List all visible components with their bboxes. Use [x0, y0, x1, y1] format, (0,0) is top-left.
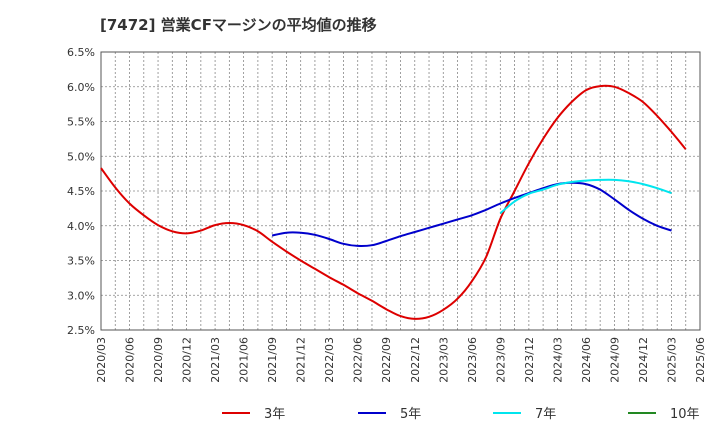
x-tick-label: 2025/03: [665, 337, 678, 383]
series-line-0: [100, 84, 687, 320]
y-tick-label: 3.5%: [67, 255, 95, 268]
y-tick-label: 5.0%: [67, 150, 95, 163]
x-tick-label: 2021/09: [266, 337, 279, 383]
x-tick-label: 2021/03: [209, 337, 222, 383]
x-tick-label: 2020/09: [152, 337, 165, 383]
legend-label: 5年: [400, 407, 421, 422]
x-tick-label: 2022/12: [409, 337, 422, 383]
x-tick-label: 2024/03: [551, 337, 564, 383]
x-tick-label: 2024/12: [637, 337, 650, 383]
y-tick-label: 2.5%: [67, 324, 95, 337]
series-lines: [100, 84, 687, 320]
y-tick-label: 4.0%: [67, 220, 95, 233]
chart-title: [7472] 営業CFマージンの平均値の推移: [100, 16, 377, 34]
y-tick-label: 5.5%: [67, 116, 95, 129]
x-axis-tick-labels: 2020/03 2020/06 2020/09 2020/12 2021/03 2021/…: [95, 337, 707, 383]
x-tick-label: 2025/06: [694, 337, 707, 383]
plot-area-frame: [100, 51, 701, 331]
legend-label: 7年: [535, 407, 556, 422]
x-tick-label: 2020/06: [124, 337, 137, 383]
legend-label: 3年: [264, 407, 285, 422]
x-tick-label: 2020/12: [181, 337, 194, 383]
x-tick-label: 2020/03: [95, 337, 108, 383]
y-tick-label: 4.5%: [67, 185, 95, 198]
y-tick-label: 6.0%: [67, 81, 95, 94]
x-tick-label: 2022/09: [380, 337, 393, 383]
y-tick-label: 3.0%: [67, 289, 95, 302]
x-tick-label: 2022/03: [323, 337, 336, 383]
x-tick-label: 2023/12: [523, 337, 536, 383]
y-axis-tick-labels: 6.5% 6.0% 5.5% 5.0% 4.5% 4.0% 3.5% 3.0% 2.5%: [67, 46, 95, 337]
x-tick-label: 2024/09: [608, 337, 621, 383]
x-tick-label: 2021/12: [295, 337, 308, 383]
x-tick-label: 2023/06: [466, 337, 479, 383]
series-line-1: [271, 181, 672, 247]
legend-label: 10年: [670, 407, 700, 422]
x-tick-label: 2022/06: [352, 337, 365, 383]
x-tick-label: 2023/03: [437, 337, 450, 383]
gridlines: [100, 51, 701, 331]
x-tick-label: 2024/06: [580, 337, 593, 383]
legend: 3年 5年 7年 10年: [222, 407, 700, 422]
x-tick-label: 2021/06: [238, 337, 251, 383]
series-line-2: [499, 178, 672, 214]
x-tick-label: 2023/09: [494, 337, 507, 383]
y-tick-label: 6.5%: [67, 46, 95, 59]
